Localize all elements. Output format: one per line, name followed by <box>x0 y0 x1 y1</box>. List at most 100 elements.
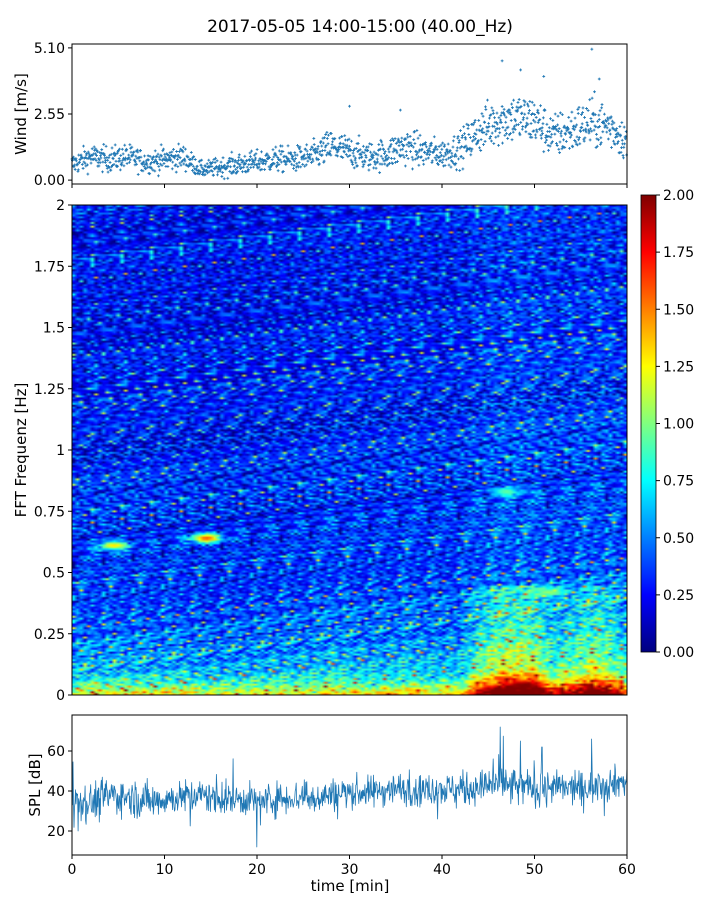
wind-point <box>108 161 112 164</box>
wind-point <box>488 136 492 140</box>
wind-point <box>460 145 464 148</box>
wind-point <box>329 153 333 157</box>
wind-point <box>268 156 271 159</box>
wind-point <box>440 153 443 157</box>
wind-point <box>404 150 408 153</box>
wind-point <box>482 143 485 146</box>
wind-point <box>296 165 300 169</box>
wind-point <box>157 174 160 178</box>
wind-point <box>87 152 91 156</box>
wind-point <box>622 145 626 149</box>
wind-point <box>547 134 551 138</box>
wind-point <box>190 163 194 166</box>
wind-point <box>597 77 601 81</box>
wind-point <box>113 143 117 147</box>
wind-point <box>323 145 327 149</box>
wind-point <box>233 158 237 162</box>
wind-point <box>243 154 247 158</box>
wind-point <box>110 146 114 150</box>
wind-point <box>356 142 360 145</box>
spectrogram-y-tick-label: 1 <box>56 443 65 459</box>
wind-point <box>451 160 454 164</box>
wind-point <box>433 148 437 152</box>
wind-point <box>534 115 538 119</box>
wind-point <box>475 128 479 132</box>
wind-point <box>128 143 132 147</box>
wind-point <box>430 159 434 163</box>
wind-point <box>305 143 309 147</box>
wind-point <box>354 161 358 165</box>
wind-point <box>538 127 542 131</box>
wind-point <box>366 149 370 152</box>
wind-point <box>111 157 115 161</box>
wind-point <box>293 151 297 155</box>
wind-point <box>104 144 108 148</box>
wind-point <box>438 155 442 159</box>
wind-point <box>505 132 508 135</box>
wind-point <box>277 149 281 153</box>
wind-point <box>254 156 257 160</box>
wind-point <box>328 149 332 153</box>
wind-point <box>517 106 521 110</box>
wind-point <box>133 163 137 167</box>
wind-point <box>421 159 425 162</box>
wind-point <box>158 168 162 172</box>
wind-point <box>237 153 241 157</box>
wind-point <box>211 160 215 164</box>
wind-point <box>513 124 516 128</box>
colorbar-tick-label: 2.00 <box>663 188 694 204</box>
wind-point <box>440 147 444 151</box>
wind-point <box>147 158 150 162</box>
wind-point <box>413 157 417 161</box>
wind-point <box>540 126 544 130</box>
wind-point <box>333 137 337 140</box>
wind-point <box>560 113 564 117</box>
wind-point <box>511 130 515 134</box>
wind-point <box>553 112 557 116</box>
wind-point <box>236 169 240 173</box>
wind-point <box>309 148 313 151</box>
wind-point <box>539 133 543 137</box>
wind-point <box>339 146 343 150</box>
wind-point <box>604 124 608 128</box>
wind-point <box>170 167 174 171</box>
wind-point <box>257 165 261 169</box>
wind-point <box>310 161 313 164</box>
wind-point <box>410 144 414 147</box>
wind-point <box>168 151 172 155</box>
wind-point <box>413 130 416 133</box>
wind-point <box>481 114 485 118</box>
wind-point <box>348 154 352 157</box>
wind-point <box>400 143 404 146</box>
wind-point <box>530 100 534 104</box>
wind-point <box>216 170 220 174</box>
wind-point <box>212 157 216 161</box>
wind-point <box>446 151 450 155</box>
wind-point <box>477 119 481 122</box>
wind-point <box>330 143 334 146</box>
wind-point <box>83 150 87 154</box>
wind-point <box>623 142 627 146</box>
wind-point <box>79 153 83 157</box>
wind-point <box>606 118 610 122</box>
wind-point <box>444 153 448 157</box>
wind-point <box>354 156 357 160</box>
wind-point <box>319 139 323 143</box>
wind-point <box>584 130 588 134</box>
wind-point <box>85 152 89 155</box>
wind-point <box>342 145 345 149</box>
wind-point <box>542 75 546 78</box>
wind-point <box>605 126 609 130</box>
wind-point <box>231 157 235 161</box>
wind-point <box>479 138 483 141</box>
wind-point <box>383 162 387 166</box>
wind-point <box>603 112 606 116</box>
wind-point <box>574 125 577 129</box>
wind-point <box>472 121 476 124</box>
wind-point <box>229 165 232 169</box>
wind-scatter-series <box>70 47 629 181</box>
wind-point <box>232 170 236 174</box>
wind-point <box>391 162 395 165</box>
wind-point <box>591 120 595 124</box>
wind-point <box>363 160 367 164</box>
